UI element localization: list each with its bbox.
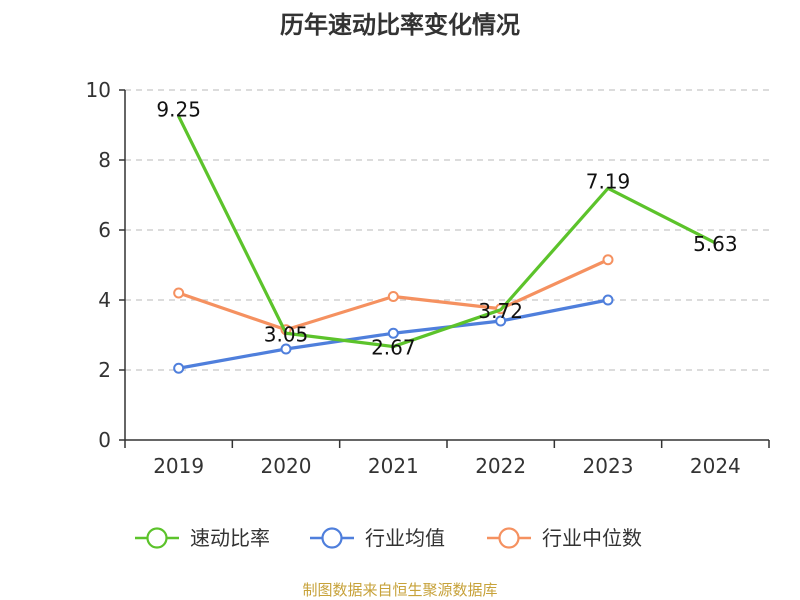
series-0 — [177, 115, 717, 349]
x-tick-label: 2020 — [261, 454, 312, 478]
data-label: 5.63 — [693, 232, 738, 256]
series-lines — [173, 115, 717, 374]
series-1 — [173, 294, 614, 374]
y-tick-label: 10 — [86, 78, 111, 102]
data-point — [280, 343, 292, 355]
x-tick-label: 2021 — [368, 454, 419, 478]
data-point — [387, 327, 399, 339]
legend-marker-icon — [498, 527, 520, 549]
x-tick-label: 2019 — [153, 454, 204, 478]
data-label: 7.19 — [586, 169, 631, 193]
legend-label: 速动比率 — [190, 526, 270, 550]
data-point — [602, 254, 614, 266]
y-tick-label: 6 — [98, 218, 111, 242]
data-label: 3.05 — [264, 322, 309, 346]
data-labels: 9.25 3.05 2.67 3.72 7.19 5.63 — [156, 97, 737, 359]
axes: 0 2 4 6 8 10 2019 2020 2021 2022 2023 2024 — [86, 78, 770, 478]
data-label: 2.67 — [371, 336, 416, 360]
legend: 速动比率 行业均值 行业中位数 — [135, 526, 642, 550]
y-tick-label: 0 — [98, 428, 111, 452]
data-point — [602, 294, 614, 306]
x-tick-label: 2022 — [475, 454, 526, 478]
y-tick-label: 2 — [98, 358, 111, 382]
chart-title: 历年速动比率变化情况 — [280, 11, 520, 39]
gridlines — [125, 89, 769, 371]
data-label: 3.72 — [478, 299, 523, 323]
source-note: 制图数据来自恒生聚源数据库 — [302, 581, 497, 599]
data-point — [387, 291, 399, 302]
legend-marker-icon — [146, 527, 168, 549]
legend-item[interactable]: 行业均值 — [310, 526, 445, 550]
data-point — [173, 362, 185, 374]
data-point — [495, 315, 507, 327]
data-point — [173, 287, 185, 299]
data-label: 9.25 — [156, 97, 201, 121]
y-tick-label: 4 — [98, 288, 111, 312]
legend-item[interactable]: 行业中位数 — [487, 526, 642, 550]
series-line — [177, 115, 717, 349]
series-2 — [173, 254, 614, 336]
legend-label: 行业均值 — [365, 526, 445, 550]
y-tick-label: 8 — [98, 148, 111, 172]
x-tick-label: 2024 — [690, 454, 741, 478]
x-tick-label: 2023 — [583, 454, 634, 478]
legend-label: 行业中位数 — [542, 526, 642, 550]
legend-item[interactable]: 速动比率 — [135, 526, 270, 550]
legend-marker-icon — [321, 527, 343, 549]
